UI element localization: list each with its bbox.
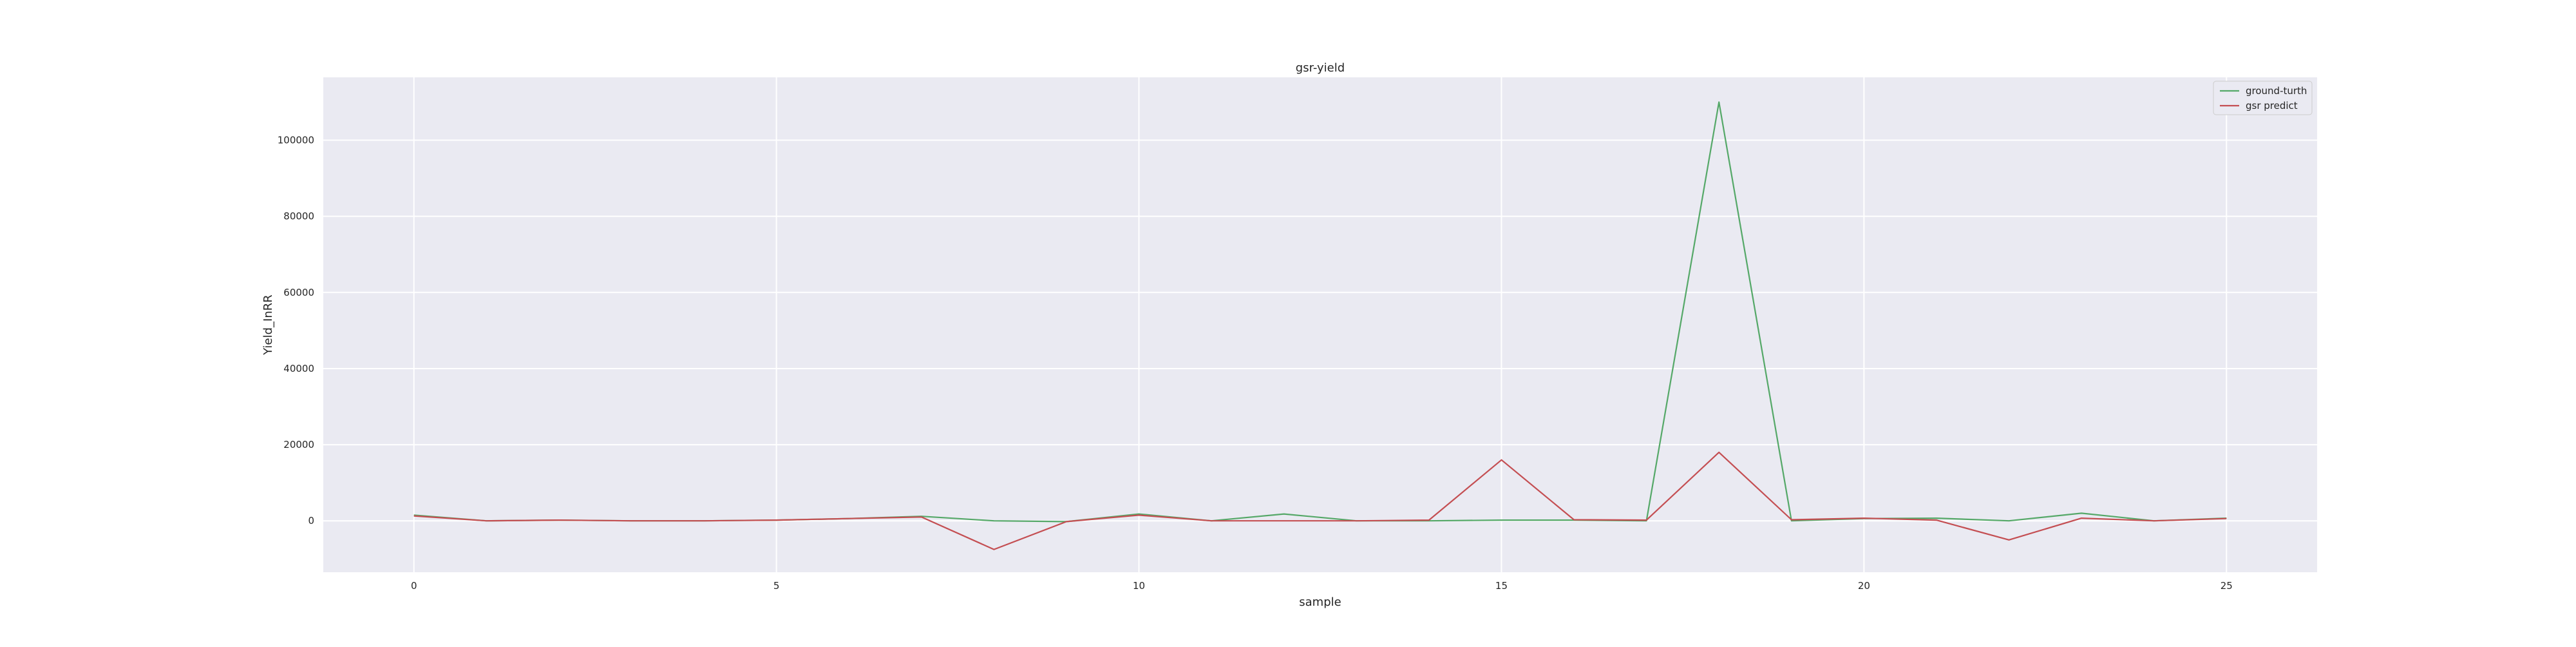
y-tick-label: 100000	[278, 134, 314, 146]
y-tick-label: 80000	[283, 211, 314, 222]
x-axis-ticks: 0 5 10 15 20 25	[411, 580, 2233, 592]
y-axis-label: Yield_InRR	[261, 295, 275, 356]
y-tick-label: 60000	[283, 287, 314, 298]
series-line-1	[413, 451, 2227, 550]
x-axis-label: sample	[1299, 595, 1341, 609]
y-tick-label: 0	[308, 515, 314, 526]
legend-label: gsr predict	[2246, 100, 2298, 111]
legend: ground-turth gsr predict	[2213, 81, 2313, 115]
legend-label: ground-turth	[2246, 85, 2307, 97]
x-tick-label: 20	[1858, 580, 1870, 592]
x-tick-label: 15	[1495, 580, 1508, 592]
x-tick-label: 0	[411, 580, 417, 592]
x-tick-label: 25	[2221, 580, 2233, 592]
y-axis-ticks: 0 20000 40000 60000 80000 100000	[278, 134, 314, 526]
chart-title: gsr-yield	[1296, 61, 1345, 75]
y-tick-label: 20000	[283, 439, 314, 450]
x-tick-label: 10	[1133, 580, 1145, 592]
series-lines	[413, 101, 2227, 550]
plot-area	[323, 77, 2317, 572]
x-tick-label: 5	[773, 580, 780, 592]
y-tick-label: 40000	[283, 363, 314, 374]
